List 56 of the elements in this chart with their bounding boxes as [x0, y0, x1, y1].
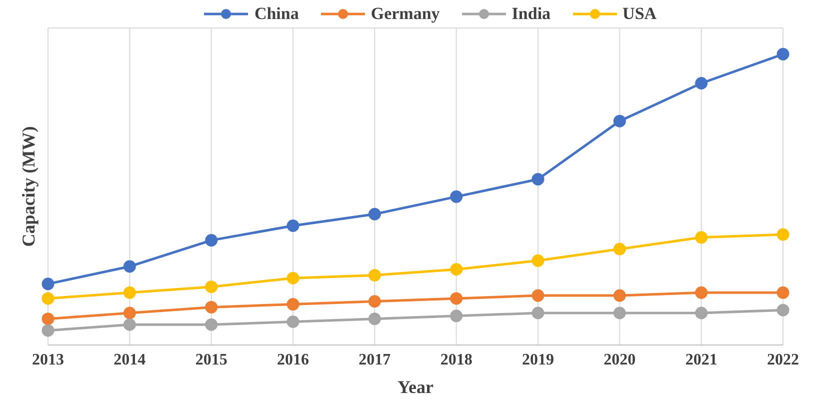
- point: [532, 172, 544, 186]
- legend-label: USA: [622, 4, 657, 24]
- legend-label: India: [510, 4, 551, 24]
- point: [613, 289, 626, 302]
- x-tick-label: 2020: [604, 351, 636, 368]
- point: [532, 289, 544, 302]
- point: [205, 318, 218, 331]
- x-tick-label: 2021: [685, 351, 718, 368]
- point: [450, 263, 463, 276]
- point: [42, 324, 54, 337]
- point: [286, 220, 300, 232]
- x-tick-label: 2017: [358, 351, 391, 368]
- x-tick-label: 2015: [195, 351, 228, 368]
- point: [42, 312, 54, 326]
- x-tick-label: 2013: [32, 351, 64, 368]
- point: [123, 306, 136, 320]
- point: [695, 231, 708, 244]
- point: [776, 228, 790, 241]
- point: [532, 306, 544, 320]
- point: [613, 114, 626, 128]
- point: [695, 306, 708, 320]
- point: [286, 298, 300, 311]
- point: [450, 292, 463, 305]
- point: [205, 280, 218, 294]
- x-tick-label: 2022: [767, 351, 799, 368]
- point: [776, 48, 790, 60]
- point: [368, 268, 381, 282]
- x-tick-label: 2016: [277, 351, 309, 368]
- point: [532, 254, 544, 267]
- point: [123, 260, 136, 273]
- point: [286, 315, 300, 328]
- point: [695, 286, 708, 299]
- point: [368, 312, 381, 326]
- point: [205, 234, 218, 247]
- x-tick-label: 2014: [114, 351, 146, 368]
- y-axis-title: Capacity (MW): [18, 126, 38, 247]
- point: [123, 318, 136, 331]
- point: [42, 292, 54, 305]
- point: [450, 190, 463, 203]
- point: [695, 77, 708, 90]
- point: [613, 306, 626, 320]
- point: [776, 304, 790, 316]
- point: [776, 286, 790, 299]
- point: [368, 208, 381, 220]
- point: [123, 286, 136, 299]
- x-tick-label: 2018: [440, 351, 472, 368]
- point: [613, 242, 626, 256]
- legend-label: China: [253, 4, 299, 24]
- x-axis-title: Year: [398, 377, 434, 397]
- point: [286, 272, 300, 284]
- x-tick-label: 2019: [522, 351, 554, 368]
- point: [368, 295, 381, 308]
- point: [450, 310, 463, 322]
- point: [42, 278, 54, 290]
- legend-label: Germany: [370, 4, 440, 24]
- point: [205, 300, 218, 314]
